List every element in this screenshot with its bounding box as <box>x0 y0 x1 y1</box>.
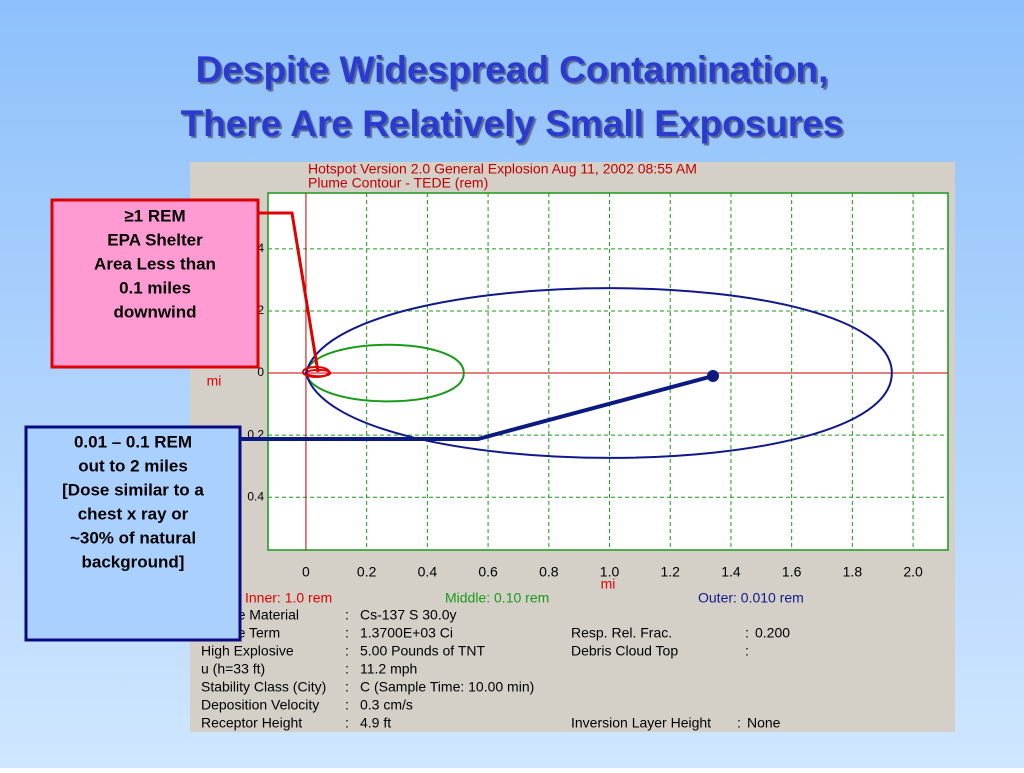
plot-subtitle: Plume Contour - TEDE (rem) <box>308 175 488 191</box>
info-label: u (h=33 ft) <box>201 661 265 677</box>
y-axis-label: mi <box>207 373 222 389</box>
info-colon: : <box>345 643 349 659</box>
info-label: Receptor Height <box>201 715 302 731</box>
info-colon: : <box>745 625 749 641</box>
callout-text: 0.1 miles <box>119 278 191 297</box>
callout-ring <box>302 366 330 378</box>
info-colon: : <box>345 607 349 623</box>
info-label: Debris Cloud Top <box>571 643 678 659</box>
x-tick-label: 1.2 <box>660 564 680 580</box>
y-tick-label: 0.4 <box>247 489 264 503</box>
callout-text: ~30% of natural <box>70 528 196 547</box>
callout-text: out to 2 miles <box>78 456 188 475</box>
callout-text: downwind <box>113 302 196 321</box>
slide-title: There Are Relatively Small Exposures <box>181 103 844 144</box>
callout-dot <box>707 370 719 382</box>
slide-title: Despite Widespread Contamination, <box>196 49 829 90</box>
x-tick-label: 2.0 <box>903 564 923 580</box>
x-tick-label: 0.8 <box>539 564 559 580</box>
callout-line <box>258 211 320 373</box>
info-label: Resp. Rel. Frac. <box>571 625 672 641</box>
callout-box <box>50 198 260 369</box>
info-value: 0.200 <box>755 625 790 641</box>
x-tick-label: 0.4 <box>418 564 438 580</box>
info-colon: : <box>345 661 349 677</box>
callout-box <box>24 425 242 642</box>
legend-entry: Middle: 0.10 rem <box>445 590 549 606</box>
callout-text: Area Less than <box>94 254 216 273</box>
x-tick-label: 1.8 <box>843 564 863 580</box>
plot-area <box>267 192 949 551</box>
info-colon: : <box>345 625 349 641</box>
plot-title: Hotspot Version 2.0 General Explosion Au… <box>308 161 697 177</box>
callout-text: 0.01 – 0.1 REM <box>74 432 192 451</box>
x-tick-label: 1.6 <box>782 564 802 580</box>
info-value: 1.3700E+03 Ci <box>360 625 453 641</box>
callout-text: background] <box>82 552 185 571</box>
info-label: Inversion Layer Height <box>571 715 711 731</box>
info-colon: : <box>745 643 749 659</box>
info-label: High Explosive <box>201 643 294 659</box>
info-value: 11.2 mph <box>360 661 417 677</box>
contour <box>304 343 465 403</box>
info-colon: : <box>737 715 741 731</box>
x-tick-label: 1.4 <box>721 564 741 580</box>
info-colon: : <box>345 697 349 713</box>
callout-text: [Dose similar to a <box>62 480 204 499</box>
info-label: Deposition Velocity <box>201 697 319 713</box>
x-tick-label: 0 <box>302 564 310 580</box>
callout-text: chest x ray or <box>78 504 189 523</box>
callout-text: ≥1 REM <box>124 206 185 225</box>
contour <box>304 368 332 378</box>
legend-entry: Outer: 0.010 rem <box>698 590 804 606</box>
callout-line <box>240 374 714 441</box>
callout-text: EPA Shelter <box>107 230 203 249</box>
info-colon: : <box>345 679 349 695</box>
x-tick-label: 0.2 <box>357 564 377 580</box>
info-value: C (Sample Time: 10.00 min) <box>360 679 534 695</box>
x-axis-label: mi <box>601 576 616 592</box>
info-value: 5.00 Pounds of TNT <box>360 643 485 659</box>
info-value: 4.9 ft <box>360 715 391 731</box>
contour <box>304 287 893 459</box>
info-value: 0.3 cm/s <box>360 697 413 713</box>
x-tick-label: 1.0 <box>600 564 620 580</box>
info-colon: : <box>345 715 349 731</box>
legend-entry: Inner: 1.0 rem <box>245 590 332 606</box>
info-value: None <box>747 715 781 731</box>
info-value: Cs-137 S 30.0y <box>360 607 457 623</box>
y-tick-label: 0 <box>257 365 264 379</box>
info-label: Stability Class (City) <box>201 679 326 695</box>
x-tick-label: 0.6 <box>478 564 498 580</box>
